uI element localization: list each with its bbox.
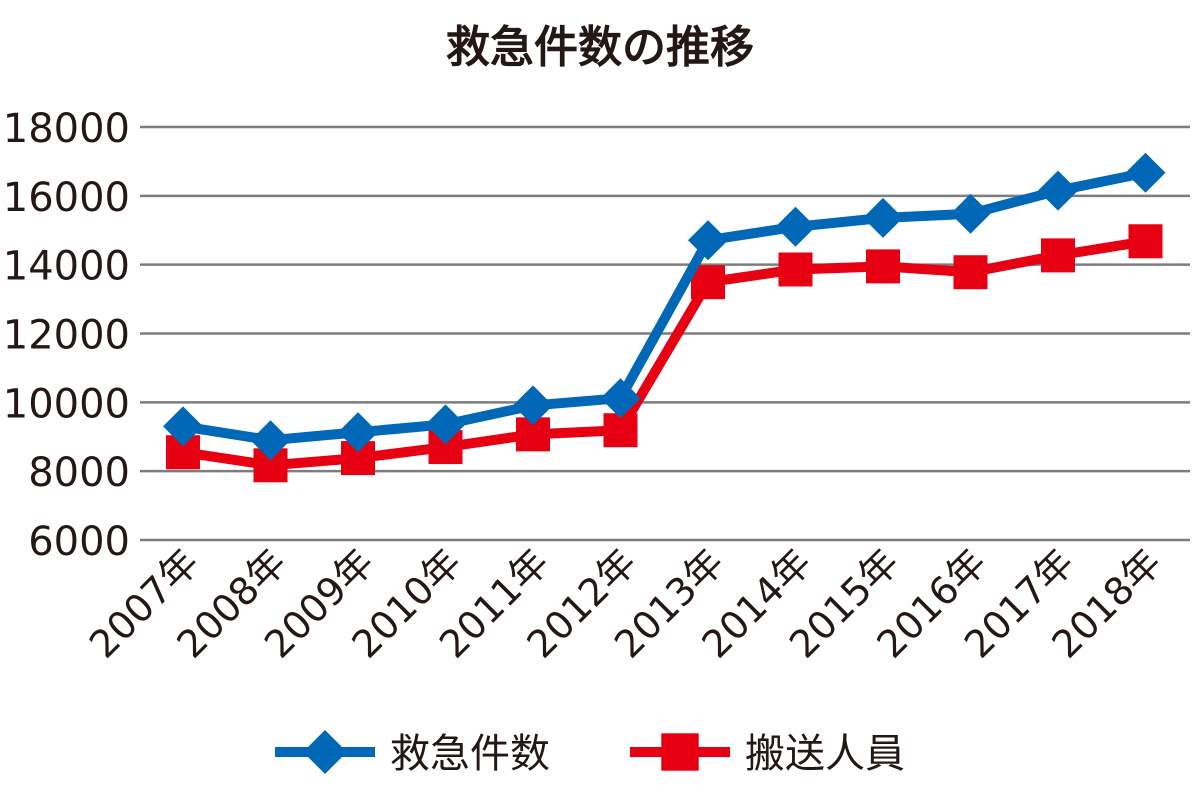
y-tick-label: 16000	[3, 175, 130, 221]
diamond-marker	[1125, 152, 1166, 193]
square-marker	[1041, 238, 1075, 273]
diamond-marker	[950, 193, 991, 234]
series-transported-persons	[166, 224, 1163, 483]
y-tick-label: 10000	[3, 381, 130, 427]
y-tick-label: 18000	[3, 106, 130, 152]
square-marker	[1128, 224, 1163, 259]
y-tick-label: 8000	[28, 450, 130, 496]
diamond-marker	[425, 404, 466, 445]
series-line	[182, 167, 1147, 446]
square-marker	[778, 252, 813, 287]
diamond-marker	[338, 412, 378, 453]
square-marker	[866, 249, 900, 284]
chart-title: 救急件数の推移	[446, 22, 754, 73]
legend-item: 救急件数	[275, 730, 550, 777]
y-tick-label: 14000	[3, 244, 130, 290]
y-tick-label: 6000	[28, 519, 130, 565]
square-marker	[953, 255, 988, 290]
series-emergency-calls	[163, 152, 1166, 461]
diamond-marker	[250, 420, 291, 461]
diamond-marker	[1038, 170, 1078, 211]
legend-item: 搬送人員	[630, 731, 905, 777]
legend-label: 搬送人員	[745, 731, 905, 777]
y-tick-label: 12000	[3, 313, 130, 359]
square-marker	[603, 413, 638, 448]
diamond-marker	[513, 385, 553, 426]
square-marker	[661, 733, 699, 771]
legend-label: 救急件数	[390, 731, 550, 777]
diamond-marker	[863, 197, 903, 238]
diamond-marker	[688, 220, 728, 261]
diamond-marker	[600, 378, 641, 419]
diamond-marker	[163, 406, 203, 447]
diamond-marker	[775, 206, 816, 247]
diamond-marker	[303, 730, 347, 774]
